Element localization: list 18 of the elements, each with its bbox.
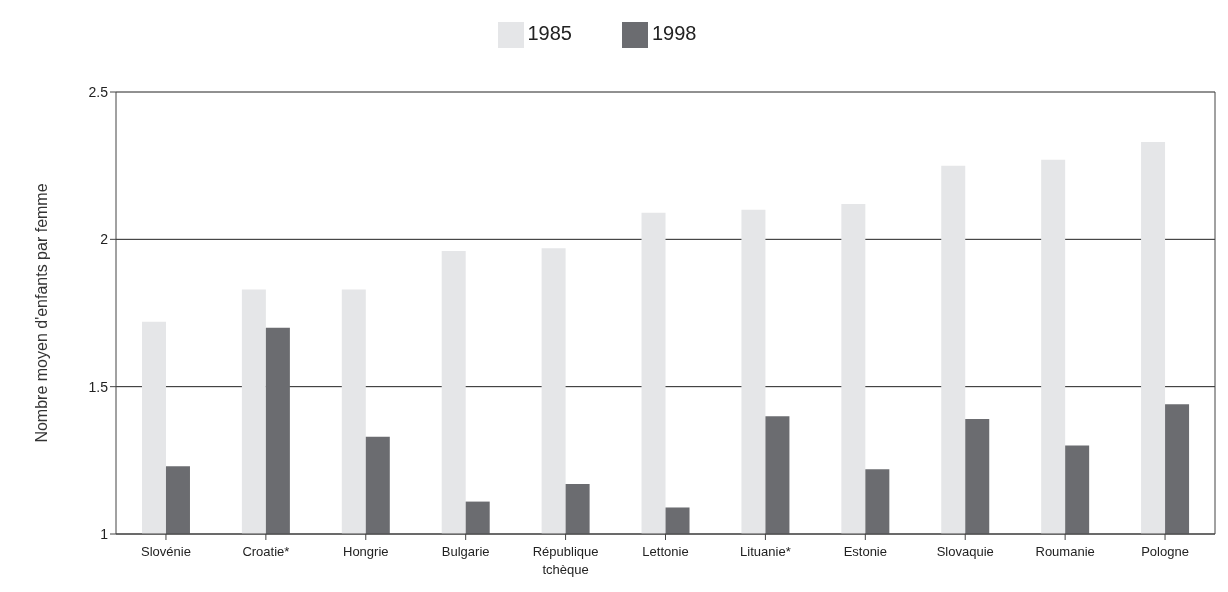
y-tick-label: 2	[100, 231, 109, 248]
x-tick-label: Pologne	[1141, 544, 1189, 559]
x-tick-label: Lituanie*	[740, 544, 791, 559]
legend-label: 1985	[527, 22, 572, 45]
y-tick-label: 1	[100, 525, 109, 542]
x-tick-label: Bulgarie	[441, 544, 490, 559]
x-tick-label: République tchèque	[532, 544, 599, 577]
legend-label: 1998	[652, 22, 697, 45]
x-tick-label: Hongrie	[343, 544, 389, 559]
x-tick-label: Lettonie	[642, 544, 689, 559]
x-tick-label: Slovaquie	[936, 544, 994, 559]
y-tick-label: 1.5	[88, 378, 109, 395]
y-tick-label: 2.5	[88, 83, 109, 100]
x-tick-label: Slovénie	[141, 544, 191, 559]
x-tick-label: Roumanie	[1035, 544, 1095, 559]
x-tick-label: Estonie	[843, 544, 888, 559]
x-tick-label: Croatie*	[242, 544, 290, 559]
y-axis-title: Nombre moyen d'enfants par femme	[32, 183, 50, 443]
